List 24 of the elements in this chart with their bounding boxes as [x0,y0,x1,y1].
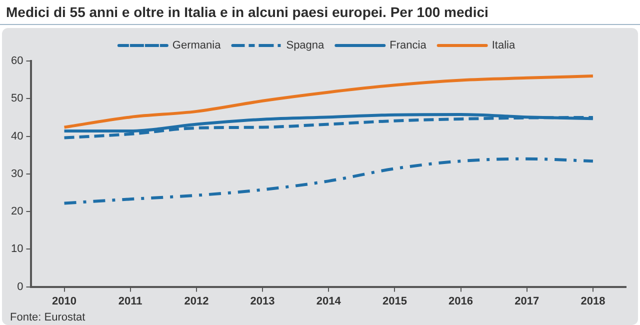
chart-title: Medici di 55 anni e oltre in Italia e in alcuni paesi europei. Per 100 medici [0,0,640,25]
legend-label: Spagna [286,40,326,52]
x-tick-label: 2012 [184,295,209,308]
legend-label: Germania [172,40,222,52]
x-tick-label: 2016 [448,295,474,308]
x-tick-label: 2010 [52,295,77,308]
x-tick-label: 2015 [382,295,407,308]
x-tick-label: 2018 [580,295,606,308]
x-tick-label: 2011 [118,295,142,308]
y-tick-label: 20 [10,206,24,218]
x-tick-label: 2017 [514,295,540,308]
source-note: Fonte: Eurostat [10,312,86,324]
line-series [62,157,594,205]
y-tick-label: 0 [17,280,24,293]
y-tick-label: 30 [10,168,24,180]
x-tick-label: 2014 [316,295,342,308]
y-tick-label: 60 [10,55,24,68]
y-tick-label: 40 [10,130,24,142]
x-tick-label: 2013 [250,295,275,308]
legend-label: Francia [390,40,428,52]
y-tick-label: 10 [10,243,24,256]
legend-label: Italia [492,40,516,52]
y-tick-label: 50 [10,92,24,105]
line-series [62,74,594,129]
